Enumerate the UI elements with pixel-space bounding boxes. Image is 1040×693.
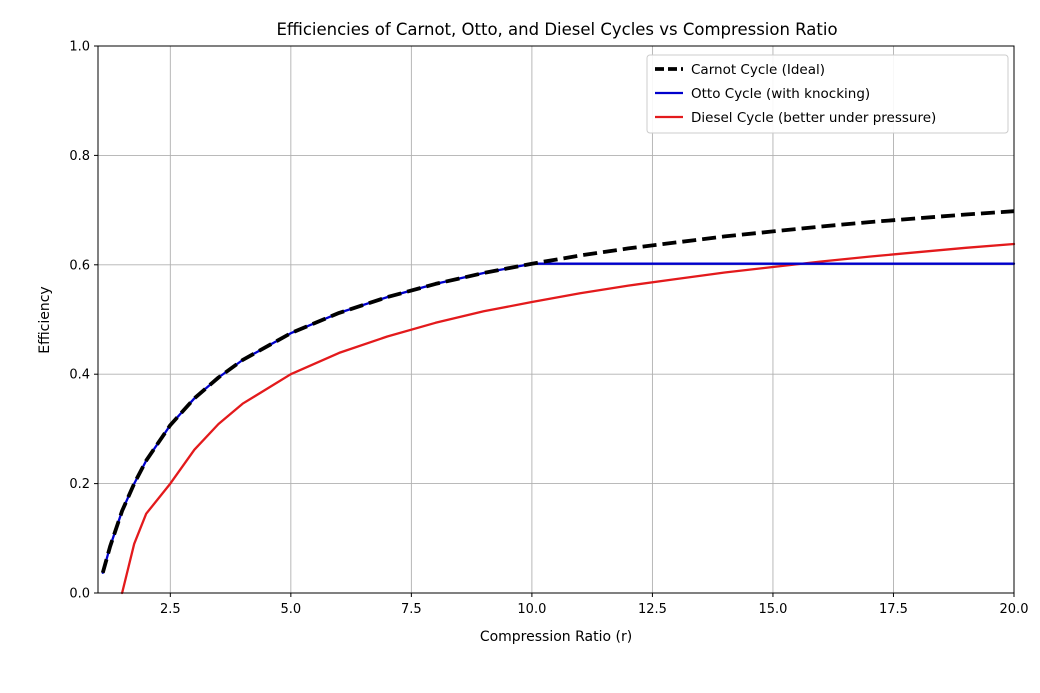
y-tick-label: 0.2 (69, 477, 90, 492)
series-layer (100, 209, 1016, 595)
legend-box (646, 54, 1009, 134)
x-tick-label: 12.5 (638, 602, 667, 617)
chart-title: Efficiencies of Carnot, Otto, and Diesel… (276, 20, 837, 39)
y-tick-label: 0.8 (69, 149, 90, 164)
axis-ticks: 2.5 5.0 7.5 10.0 12.5 15.0 17.5 20.0 0.0 0.2 0.4 0.… (69, 40, 1028, 618)
x-tick-label: 7.5 (401, 602, 422, 617)
x-tick-label: 15.0 (758, 602, 787, 617)
legend: Carnot Cycle (Ideal) Otto Cycle (with kno… (646, 54, 1009, 134)
y-tick-label: 0.0 (69, 587, 90, 602)
y-tick-label: 0.6 (69, 258, 90, 273)
diesel-series-line (120, 242, 1016, 595)
legend-label: Carnot Cycle (Ideal) (691, 62, 825, 78)
x-tick-label: 2.5 (160, 602, 181, 617)
y-axis-label: Efficiency (37, 286, 53, 353)
x-tick-label: 10.0 (517, 602, 546, 617)
y-tick-label: 0.4 (69, 368, 90, 383)
carnot-series-line (100, 209, 1015, 574)
x-tick-label: 5.0 (280, 602, 301, 617)
x-axis-label: Compression Ratio (r) (480, 629, 632, 645)
x-tick-label: 20.0 (1000, 602, 1029, 617)
y-tick-label: 1.0 (69, 40, 90, 55)
legend-label: Otto Cycle (with knocking) (691, 86, 870, 102)
legend-label: Diesel Cycle (better under pressure) (691, 110, 936, 126)
x-tick-label: 17.5 (879, 602, 908, 617)
otto-series-line (101, 262, 1016, 574)
plot-frame (97, 45, 1015, 594)
